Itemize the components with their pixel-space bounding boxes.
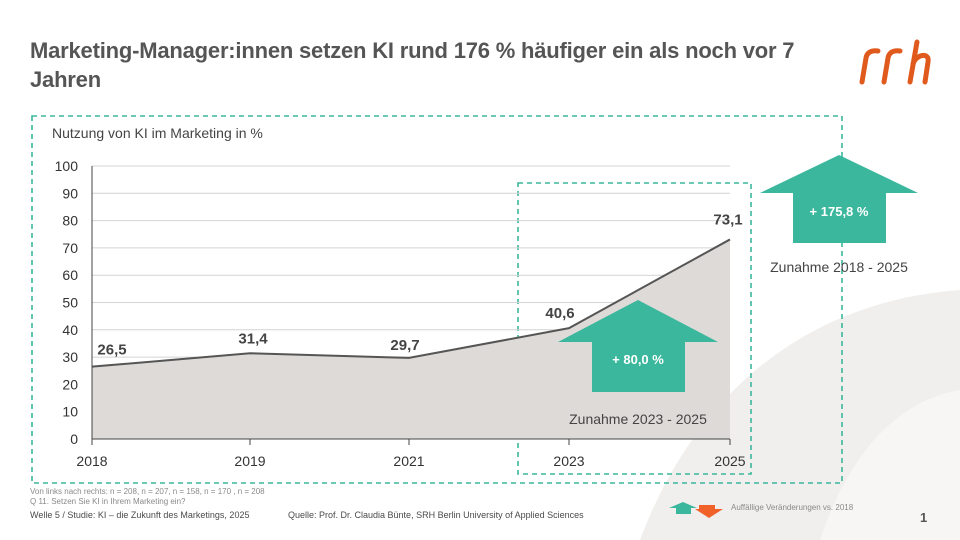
question-note: Q 11. Setzen Sie KI in Ihrem Marketing e…	[30, 497, 186, 506]
chart-title: Nutzung von KI im Marketing in %	[52, 125, 263, 141]
y-tick-label: 10	[62, 404, 78, 420]
study-note: Welle 5 / Studie: KI – die Zukunft des M…	[30, 510, 250, 520]
slide-title: Marketing-Manager:innen setzen KI rund 1…	[30, 38, 795, 92]
series-line	[91, 238, 731, 368]
data-label: 29,7	[390, 337, 419, 354]
arrow-up-icon	[669, 502, 697, 514]
arrow-down-icon	[695, 505, 723, 518]
increase-arrow-2018-2025: + 175,8 %	[760, 155, 918, 243]
y-tick-label: 60	[62, 267, 78, 283]
y-tick-label: 80	[62, 213, 78, 229]
x-tick-label: 2021	[393, 453, 424, 469]
srh-logo	[859, 39, 931, 85]
y-tick-label: 50	[62, 295, 78, 311]
arrow-up-icon	[760, 155, 918, 243]
increase-label-2023-2025: + 80,0 %	[612, 352, 664, 367]
highlight-frame-2023-2025	[517, 182, 752, 475]
legend-text: Auffällige Veränderungen vs. 2018	[731, 503, 854, 512]
y-tick-label: 40	[62, 322, 78, 338]
increase-arrow-2023-2025: + 80,0 %	[558, 300, 718, 392]
x-tick-label: 2025	[714, 453, 745, 469]
arrow-up-icon	[558, 300, 718, 392]
data-label: 73,1	[713, 211, 742, 228]
x-tick-label: 2023	[553, 453, 584, 469]
chart-frame	[31, 115, 843, 484]
page-number: 1	[920, 510, 928, 525]
data-label: 26,5	[97, 342, 126, 359]
y-tick-label: 30	[62, 349, 78, 365]
legend-change-icons	[669, 502, 723, 518]
data-label: 40,6	[545, 305, 574, 322]
data-label: 31,4	[238, 330, 268, 347]
sample-note: Von links nach rechts: n = 208, n = 207,…	[30, 487, 265, 496]
y-tick-label: 0	[70, 431, 78, 447]
y-tick-label: 90	[62, 185, 78, 201]
increase-label-2018-2025: + 175,8 %	[810, 204, 869, 219]
y-tick-label: 100	[55, 158, 79, 174]
increase-caption-2023-2025: Zunahme 2023 - 2025	[569, 411, 707, 427]
increase-caption-2018-2025: Zunahme 2018 - 2025	[770, 259, 908, 275]
y-tick-label: 20	[62, 376, 78, 392]
x-tick-label: 2018	[76, 453, 107, 469]
x-tick-label: 2019	[234, 453, 265, 469]
source-note: Quelle: Prof. Dr. Claudia Bünte, SRH Ber…	[288, 510, 584, 520]
series-area	[92, 239, 730, 439]
y-tick-label: 70	[62, 240, 78, 256]
